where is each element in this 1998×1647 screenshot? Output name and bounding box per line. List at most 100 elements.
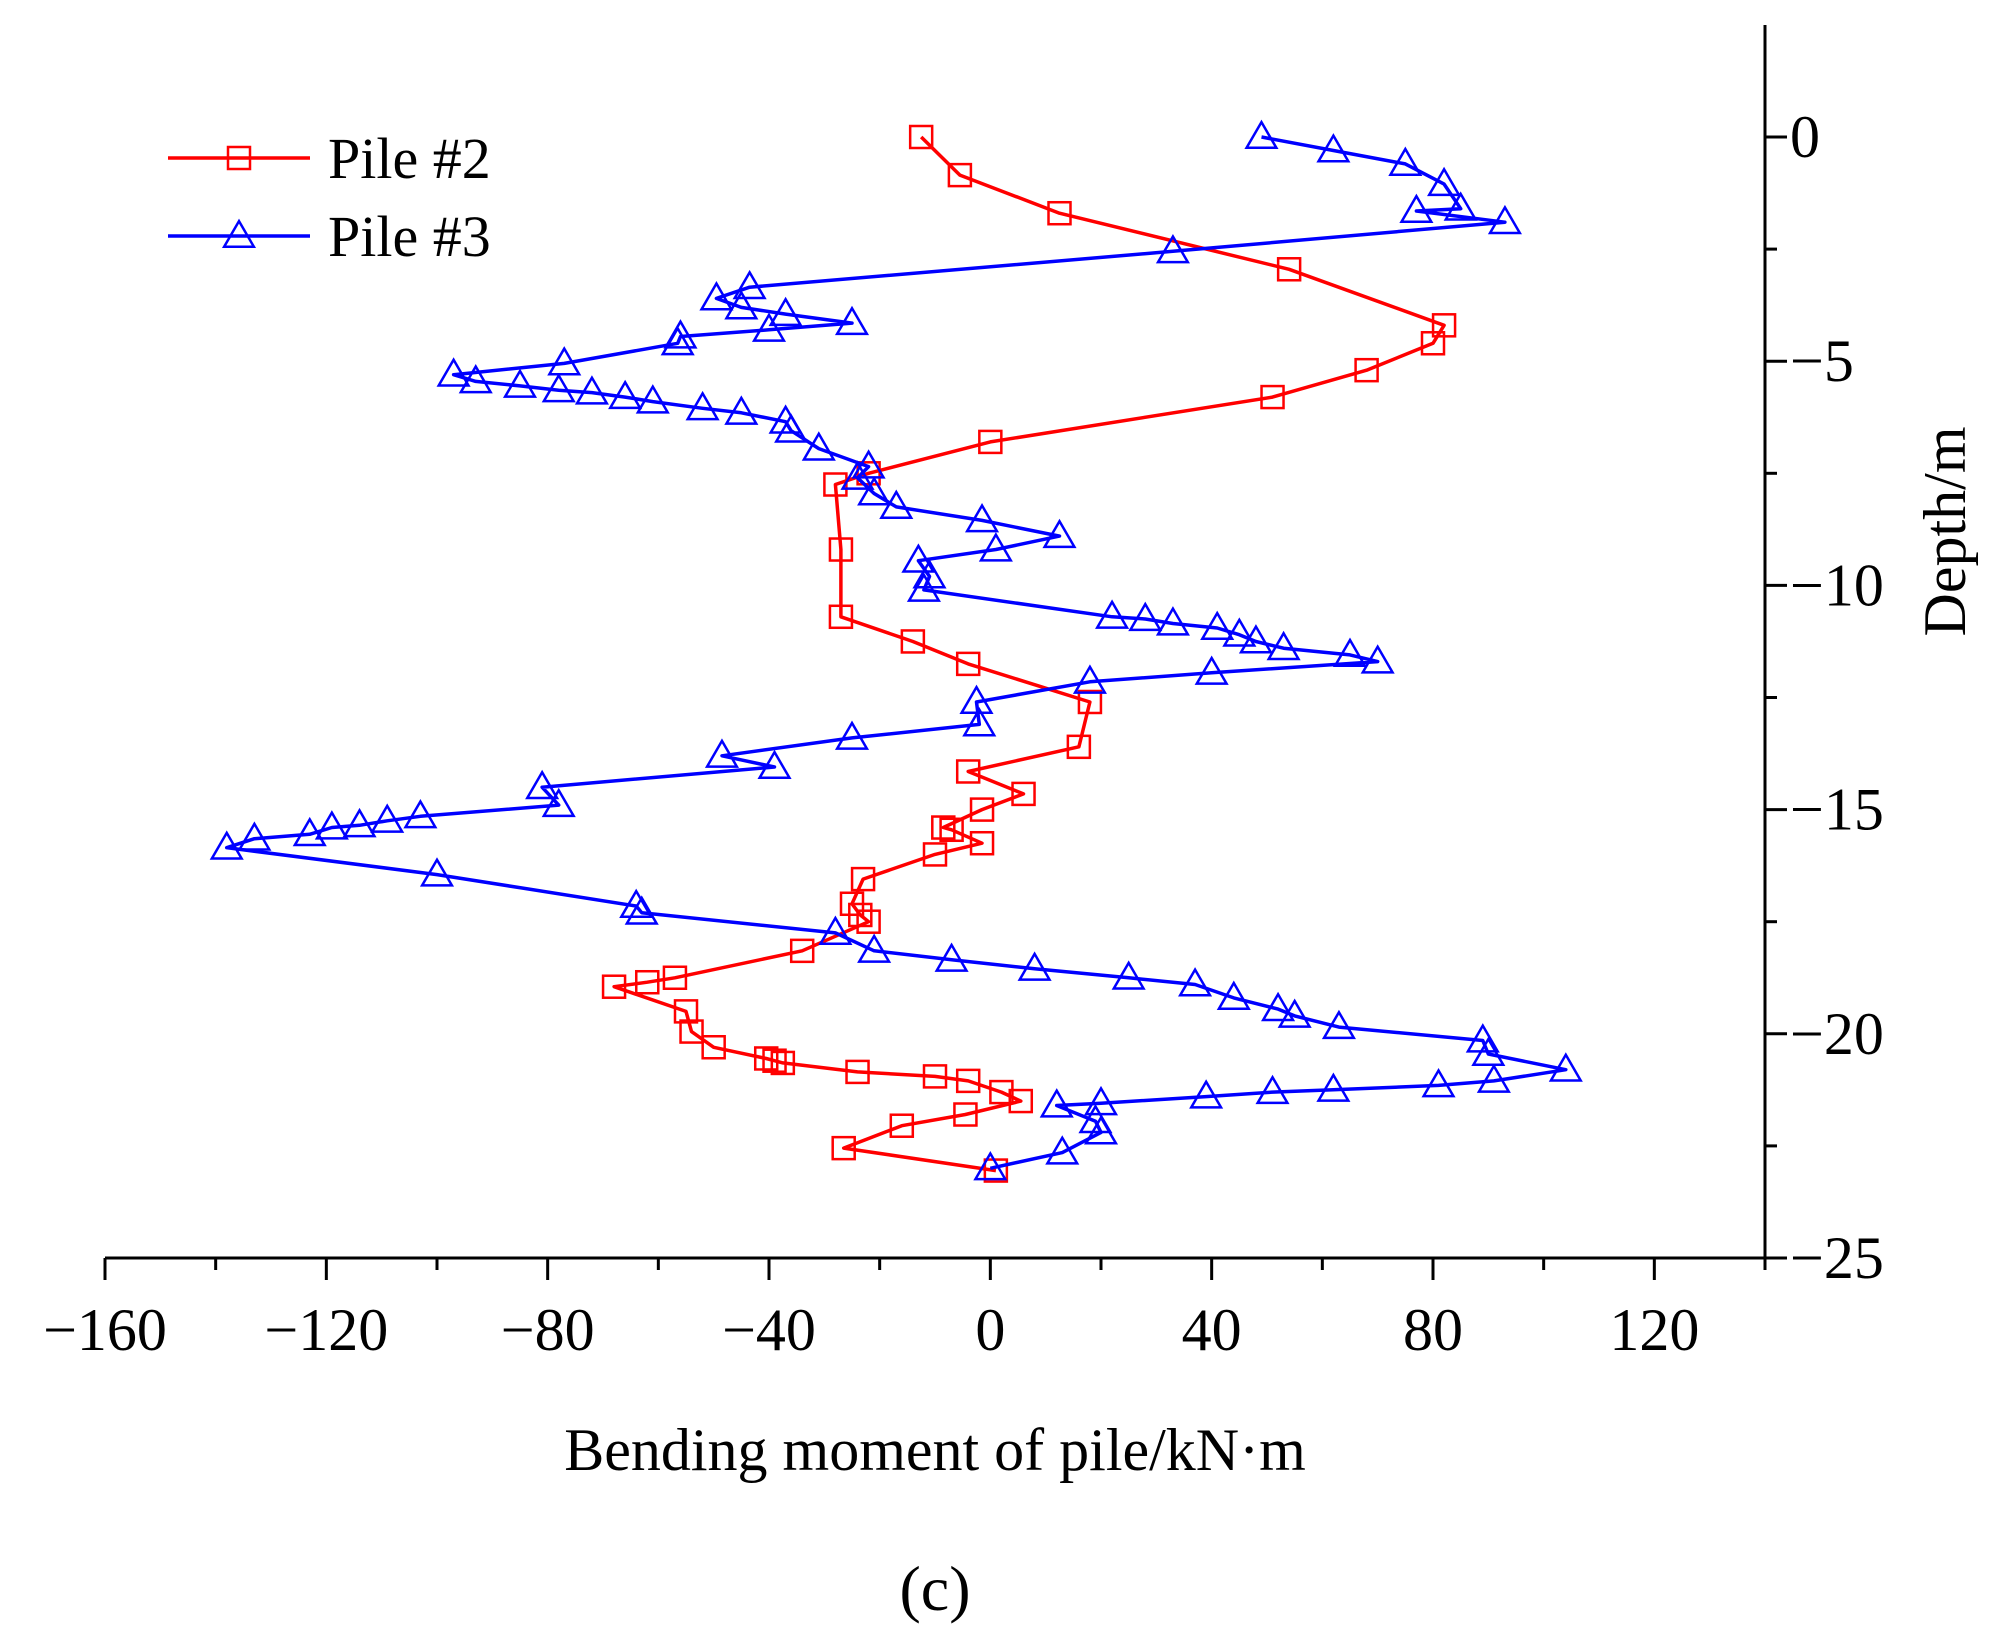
data-point bbox=[314, 810, 349, 840]
data-point bbox=[840, 460, 875, 490]
data-point bbox=[947, 162, 973, 188]
data-point bbox=[1255, 1074, 1290, 1105]
axes bbox=[105, 25, 1767, 1260]
data-point bbox=[1111, 960, 1146, 990]
data-point bbox=[1039, 1088, 1074, 1118]
y-tick-label: −10 bbox=[1790, 552, 1884, 618]
data-point bbox=[1095, 599, 1130, 629]
data-point bbox=[660, 325, 695, 356]
series-line bbox=[224, 135, 1568, 1171]
ticks: −160 −120 −80 −40 0 40 80 120 0 −5 −10 −15 −20 −25 bbox=[43, 104, 1884, 1363]
figure-caption: (c) bbox=[899, 1553, 970, 1624]
data-point bbox=[1178, 967, 1213, 997]
data-point bbox=[1194, 655, 1229, 685]
data-point bbox=[541, 787, 576, 818]
data-point bbox=[662, 965, 688, 990]
data-point bbox=[848, 902, 873, 928]
legend-marker bbox=[221, 218, 257, 249]
data-point bbox=[547, 346, 582, 376]
y-tick-label: −5 bbox=[1790, 328, 1854, 394]
data-point bbox=[983, 1158, 1009, 1183]
data-point bbox=[635, 384, 670, 414]
data-point bbox=[1266, 630, 1301, 661]
data-point bbox=[436, 357, 471, 387]
data-point bbox=[989, 1079, 1014, 1105]
data-point bbox=[908, 124, 934, 150]
data-point bbox=[969, 797, 995, 822]
data-point bbox=[419, 857, 455, 887]
data-point bbox=[237, 821, 272, 851]
data-point bbox=[857, 476, 892, 506]
data-point bbox=[1077, 689, 1103, 715]
data-point bbox=[1189, 1079, 1224, 1109]
x-tick-label: −160 bbox=[43, 1297, 167, 1363]
data-point bbox=[774, 413, 809, 443]
data-point bbox=[679, 1019, 704, 1044]
data-point bbox=[292, 816, 327, 847]
x-tick-label: 80 bbox=[1403, 1297, 1463, 1363]
legend-label: Pile #3 bbox=[328, 204, 491, 269]
data-point bbox=[1200, 610, 1235, 641]
data-point bbox=[1277, 998, 1312, 1028]
data-point bbox=[962, 707, 997, 737]
data-point bbox=[1155, 606, 1190, 636]
data-point bbox=[753, 1046, 779, 1071]
x-tick-label: 40 bbox=[1182, 1297, 1242, 1363]
data-point bbox=[1222, 617, 1257, 647]
data-point bbox=[900, 629, 926, 654]
data-point bbox=[525, 769, 560, 800]
data-point bbox=[1017, 951, 1052, 981]
data-point bbox=[939, 817, 964, 843]
data-point bbox=[922, 1064, 948, 1089]
data-point bbox=[978, 429, 1003, 455]
legend-entry: Pile #2 bbox=[168, 126, 491, 191]
data-point bbox=[851, 449, 886, 479]
x-tick-label: 0 bbox=[975, 1297, 1005, 1363]
data-point bbox=[1008, 1088, 1034, 1114]
data-point bbox=[912, 559, 947, 589]
data-point bbox=[1487, 204, 1522, 235]
data-point bbox=[502, 368, 538, 398]
data-point bbox=[1261, 991, 1296, 1022]
data-point bbox=[955, 759, 981, 784]
data-point bbox=[1276, 257, 1302, 282]
x-tick-label: −80 bbox=[501, 1297, 595, 1363]
data-point bbox=[458, 364, 493, 394]
data-point bbox=[801, 431, 836, 461]
data-point bbox=[1321, 1009, 1356, 1040]
data-point bbox=[619, 888, 654, 919]
data-point bbox=[757, 749, 792, 780]
data-point bbox=[845, 1059, 870, 1085]
data-point bbox=[1047, 200, 1072, 226]
data-point bbox=[768, 296, 803, 327]
data-point bbox=[879, 489, 914, 519]
y-tick-label: −15 bbox=[1790, 777, 1884, 843]
data-point bbox=[953, 1102, 978, 1127]
data-point bbox=[1216, 980, 1251, 1010]
data-point bbox=[1420, 331, 1446, 356]
data-point bbox=[1072, 664, 1107, 694]
data-point bbox=[704, 738, 740, 768]
data-point bbox=[770, 1050, 796, 1076]
data-point bbox=[789, 938, 815, 964]
data-point bbox=[931, 815, 956, 840]
data-point bbox=[1476, 1063, 1511, 1093]
y-tick-label: −20 bbox=[1790, 1001, 1884, 1067]
data-point bbox=[964, 503, 1000, 533]
data-point bbox=[1011, 781, 1036, 807]
data-point bbox=[969, 830, 995, 856]
data-point bbox=[955, 1068, 981, 1094]
data-point bbox=[1465, 1023, 1500, 1053]
y-tick-label: −25 bbox=[1790, 1225, 1884, 1291]
data-point bbox=[1155, 233, 1190, 264]
series-3 bbox=[209, 119, 1583, 1181]
data-point bbox=[1354, 357, 1379, 383]
data-point bbox=[1548, 1052, 1583, 1082]
data-point bbox=[889, 1113, 915, 1138]
data-point bbox=[850, 866, 876, 892]
data-point bbox=[955, 651, 981, 677]
data-point bbox=[828, 537, 854, 562]
data-point bbox=[973, 1150, 1008, 1181]
data-point bbox=[1316, 1072, 1351, 1102]
data-point bbox=[857, 933, 892, 963]
